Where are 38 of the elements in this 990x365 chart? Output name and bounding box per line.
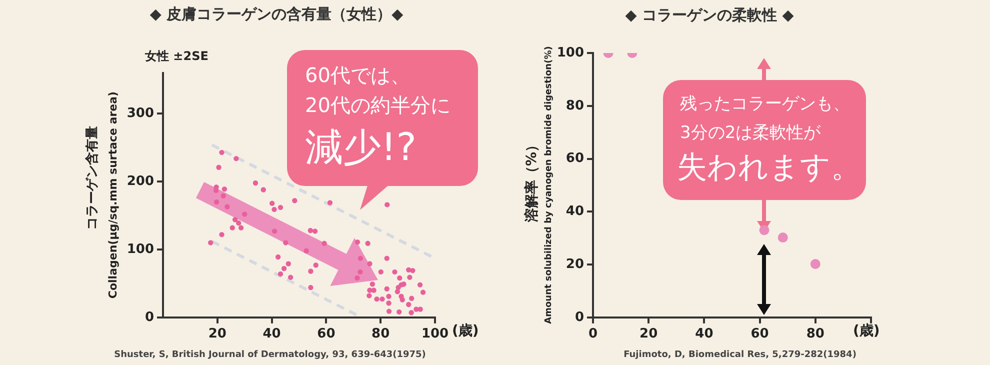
x-tick-label: 0: [588, 326, 598, 342]
annotation: 残ったコラーゲンも、: [680, 93, 850, 115]
point: [778, 232, 788, 243]
x-tick-label: 40: [695, 326, 714, 342]
x-tick-label: 20: [208, 326, 226, 342]
chart-title: ◆ コラーゲンの柔軟性 ◆: [625, 6, 794, 24]
annotation: 60代では、: [305, 62, 410, 89]
x-axis-title: (歳): [853, 322, 880, 340]
y-tick-label: 20: [566, 256, 584, 272]
y-tick-label: 0: [144, 310, 154, 325]
text: Shuster, S, British Journal of Dermatology, 93, 639-643(1975): [114, 350, 426, 360]
chart-title: ◆ 皮膚コラーゲンの含有量（女性）◆: [150, 4, 404, 23]
annotation: 失われます。: [677, 149, 861, 187]
y-axis-title: 溶解率（%） Amount solubilized by cyanogen bromide digestion(%): [523, 46, 554, 324]
text: Fujimoto, D, Biomedical Res, 5,279-282(1984): [624, 350, 856, 360]
y-tick-label: 200: [126, 174, 154, 189]
x-tick-label: 100: [421, 326, 449, 342]
y-tick-label: 0: [574, 310, 584, 325]
y-axis-title: コラーゲン含有量 Collagen(μg/sq.mm surtace area): [84, 91, 120, 299]
x-tick-label: 60: [317, 326, 336, 342]
x-axis-title: (歳): [452, 322, 479, 340]
annotation: 減少!?: [305, 124, 416, 171]
x-tick-label: 20: [640, 326, 658, 342]
y-tick-label: 40: [566, 204, 584, 220]
point: [759, 225, 770, 236]
annotation: 3分の2は柔軟性が: [680, 122, 821, 144]
text: 女性 ±2SE: [145, 48, 208, 65]
y-tick-label: 100: [556, 45, 584, 60]
x-tick-label: 60: [750, 326, 769, 342]
y-tick-label: 80: [566, 98, 584, 114]
x-tick-label: 80: [372, 326, 390, 342]
x-tick-label: 80: [806, 326, 824, 342]
y-tick-label: 60: [566, 151, 584, 166]
annotation: 20代の約半分に: [305, 92, 450, 119]
point: [810, 258, 820, 269]
y-tick-label: 300: [126, 106, 154, 122]
x-tick-label: 40: [262, 326, 281, 342]
y-tick-label: 100: [126, 242, 154, 257]
